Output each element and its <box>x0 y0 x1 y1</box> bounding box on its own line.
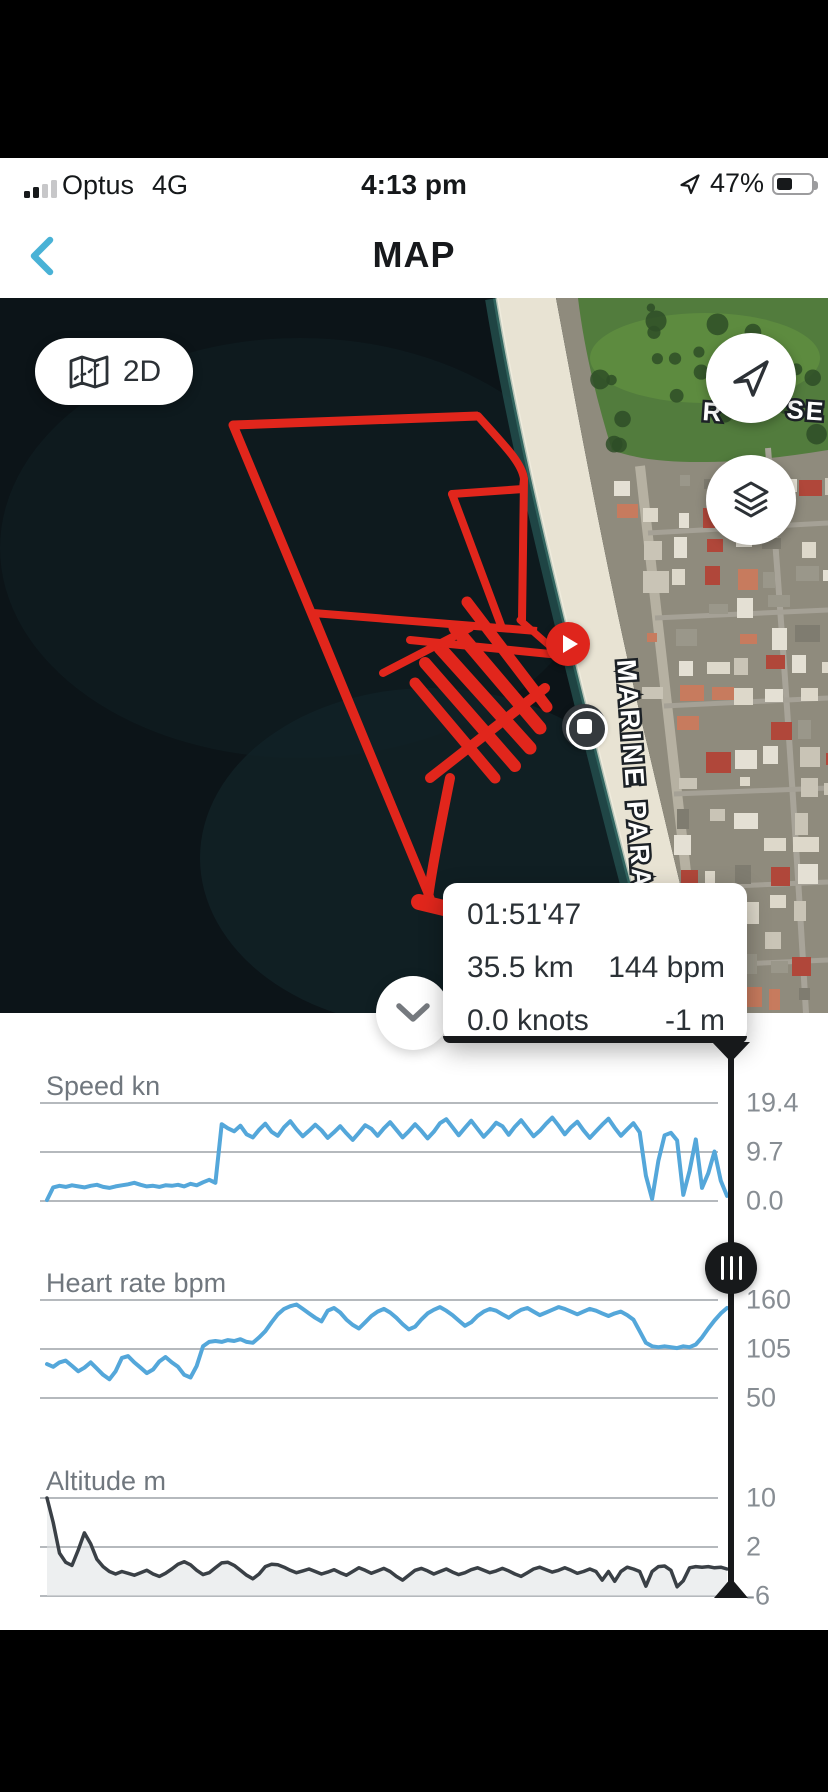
speed-value: 0.0 knots <box>467 1004 589 1037</box>
scrubber-end-marker <box>714 1578 748 1598</box>
gps-track <box>228 411 564 917</box>
play-icon <box>563 635 578 653</box>
status-bar: Optus 4G 4:13 pm 47% <box>0 158 828 210</box>
duration-value: 01:51'47 <box>467 898 582 931</box>
heart-rate-chart-title: Heart rate bpm <box>46 1268 227 1298</box>
folded-map-icon <box>69 355 109 388</box>
speed-chart-title: Speed kn <box>46 1071 161 1101</box>
hr-tick-min: 50 <box>746 1382 777 1413</box>
scrubber-drag-handle[interactable] <box>705 1242 757 1294</box>
card-bottom-strip <box>443 1036 747 1043</box>
battery-icon <box>772 172 818 195</box>
stop-icon <box>576 718 592 734</box>
stats-tooltip-card: 01:51'47 35.5 km 144 bpm 0.0 knots -1 m <box>443 883 747 1043</box>
collapse-panel-button[interactable] <box>376 976 450 1050</box>
speed-tick-max: 19.4 <box>746 1087 799 1118</box>
altitude-chart-title: Altitude m <box>46 1466 167 1496</box>
cellular-signal-icon <box>24 180 57 198</box>
alt-tick-mid: 2 <box>746 1531 762 1562</box>
status-bar-right: 47% <box>678 168 818 199</box>
hr-tick-max: 160 <box>746 1284 792 1315</box>
street-label-fragment: SE S <box>786 394 828 429</box>
distance-value: 35.5 km <box>467 951 574 984</box>
page-title: MAP <box>372 234 456 275</box>
playback-play-button[interactable] <box>546 622 590 666</box>
heart-rate-chart <box>40 1299 729 1399</box>
locate-me-button[interactable] <box>706 333 796 423</box>
grip-bars-icon <box>720 1256 724 1280</box>
bottom-letterbox <box>0 1630 828 1792</box>
grip-bars-icon <box>738 1256 742 1280</box>
altitude-chart <box>40 1496 729 1597</box>
network-type-label: 4G <box>152 170 189 200</box>
carrier-label: Optus <box>62 170 135 200</box>
battery-percent-label: 47% <box>709 168 764 198</box>
altitude-value: -1 m <box>665 1004 725 1037</box>
alt-tick-min: -6 <box>746 1580 771 1611</box>
speed-tick-mid: 9.7 <box>746 1136 784 1167</box>
speed-tick-min: 0.0 <box>746 1185 784 1216</box>
navigation-arrow-icon <box>733 360 769 397</box>
map-mode-label: 2D <box>122 354 162 388</box>
chevron-left-icon <box>30 236 54 276</box>
map-layers-button[interactable] <box>706 455 796 545</box>
alt-tick-max: 10 <box>746 1482 777 1513</box>
layers-icon <box>733 481 769 518</box>
speed-chart <box>40 1102 729 1202</box>
playback-stop-button[interactable] <box>562 704 608 750</box>
back-button[interactable] <box>18 230 74 282</box>
clock-label: 4:13 pm <box>361 169 467 200</box>
heart-rate-value: 144 bpm <box>608 951 725 984</box>
hr-tick-mid: 105 <box>746 1333 792 1364</box>
grip-bars-icon <box>729 1256 733 1280</box>
scrubber-track-line[interactable] <box>728 1044 734 1598</box>
map-mode-2d-button[interactable]: 2D <box>35 338 193 405</box>
location-arrow-icon <box>680 173 700 194</box>
chevron-down-icon <box>396 1003 430 1022</box>
